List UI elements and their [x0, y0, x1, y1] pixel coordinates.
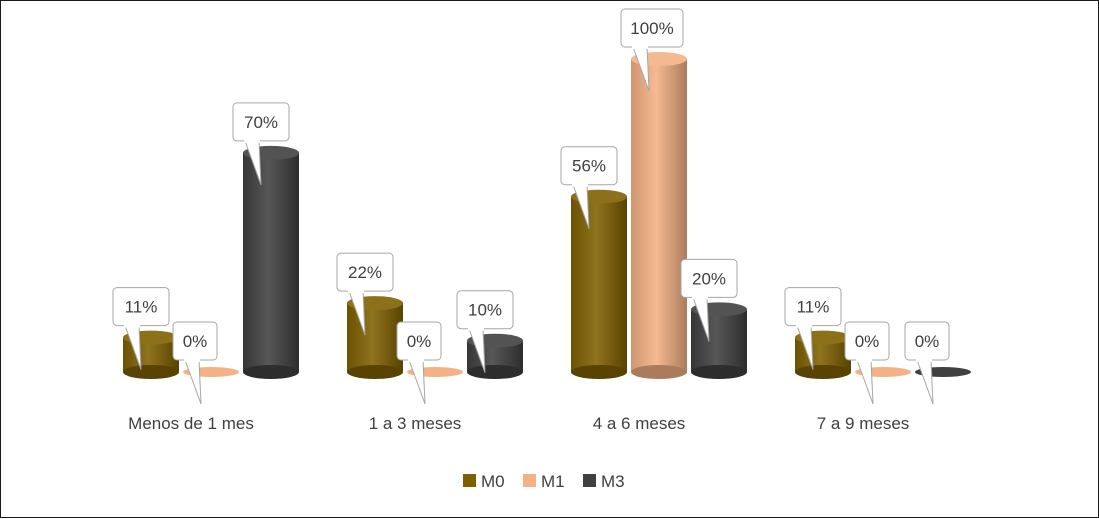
data-label-text: 0%	[855, 332, 880, 351]
bar-m3-0	[243, 145, 299, 379]
data-label-m0-1: 22%	[336, 252, 394, 336]
bar-m0-2	[571, 189, 627, 379]
data-label-text: 10%	[468, 301, 502, 320]
data-label-m3-0: 70%	[232, 102, 290, 186]
legend-swatch	[523, 474, 536, 487]
data-label-text: 20%	[692, 269, 726, 288]
legend-item-m0: M0	[463, 472, 505, 491]
data-labels-layer: 11% 0% 70% 22% 0% 10% 56% 100% 20% 11% 0% 0%	[112, 8, 950, 405]
legend-label: M0	[481, 472, 505, 491]
data-label-m1-1: 0%	[396, 321, 442, 405]
legend-item-m1: M1	[523, 472, 565, 491]
data-label-m3-1: 10%	[456, 290, 514, 373]
data-label-m0-0: 11%	[112, 287, 170, 370]
category-label: 7 a 9 meses	[817, 414, 910, 433]
legend-swatch	[463, 474, 476, 487]
category-axis: Menos de 1 mes 1 a 3 meses 4 a 6 meses 7 a …	[128, 414, 909, 433]
data-label-m0-2: 56%	[560, 146, 618, 229]
data-label-text: 11%	[125, 298, 158, 317]
data-label-m1-0: 0%	[172, 321, 218, 405]
legend-swatch	[583, 474, 596, 487]
legend-item-m3: M3	[583, 472, 625, 491]
data-label-m3-2: 20%	[680, 258, 738, 342]
category-label: 1 a 3 meses	[369, 414, 462, 433]
data-label-text: 56%	[572, 157, 606, 176]
legend-label: M1	[541, 472, 565, 491]
data-label-text: 11%	[797, 298, 830, 317]
data-label-text: 0%	[183, 332, 208, 351]
legend: M0 M1 M3	[463, 472, 625, 491]
data-label-text: 0%	[407, 332, 432, 351]
data-label-text: 100%	[630, 19, 673, 38]
category-label: Menos de 1 mes	[128, 414, 254, 433]
legend-label: M3	[601, 472, 625, 491]
data-label-m1-3: 0%	[844, 321, 890, 405]
bars-layer	[123, 52, 971, 379]
data-label-m1-2: 100%	[620, 8, 684, 92]
data-label-m3-3: 0%	[904, 321, 950, 405]
bar-m1-2	[631, 52, 687, 379]
data-label-text: 0%	[915, 332, 940, 351]
data-label-text: 70%	[244, 113, 278, 132]
bar-m0-1	[347, 296, 403, 379]
data-label-text: 22%	[348, 263, 382, 282]
category-label: 4 a 6 meses	[593, 414, 686, 433]
data-label-m0-3: 11%	[784, 287, 842, 370]
